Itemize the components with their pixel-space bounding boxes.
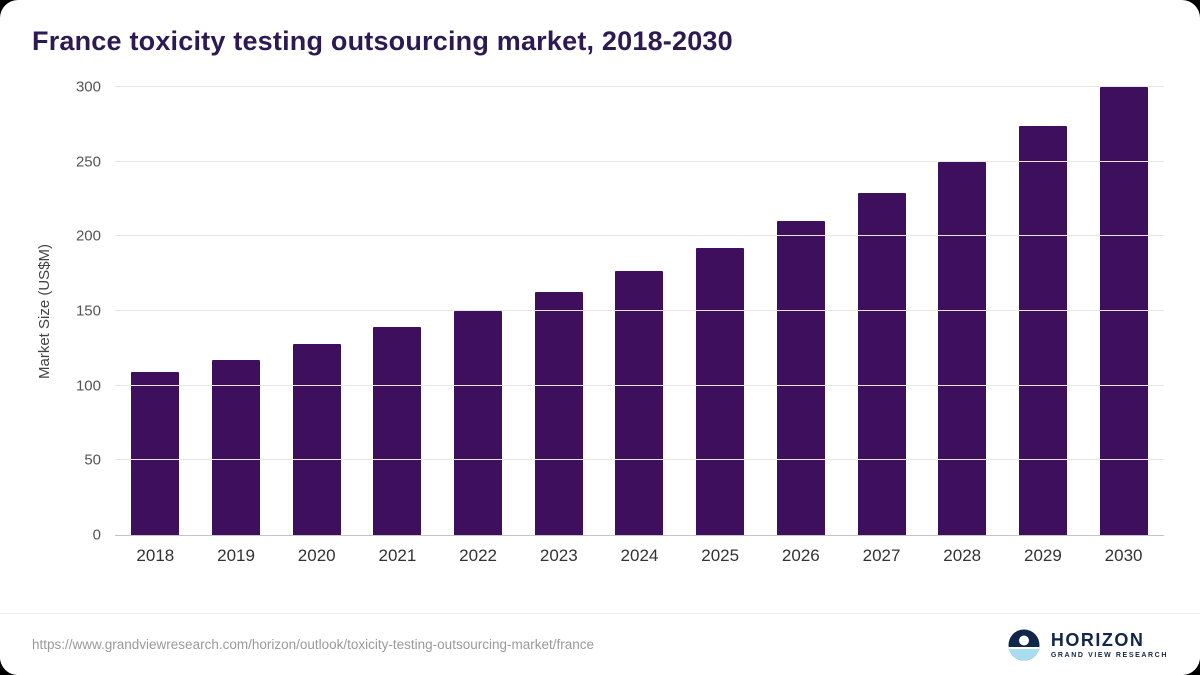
header: France toxicity testing outsourcing mark… [0, 0, 1200, 57]
gridline [115, 310, 1164, 311]
bar-column [1083, 87, 1164, 535]
gridline [115, 384, 1164, 386]
x-tick-label: 2030 [1104, 546, 1143, 565]
bar-2024 [615, 270, 664, 535]
x-labels: 2018 2019 2020 2021 2022 2023 2024 2025 2026 2027… [115, 546, 1164, 566]
bar-2018 [131, 372, 180, 535]
y-tick-label: 0 [92, 526, 101, 544]
brand-name: HORIZON [1050, 629, 1145, 650]
y-tick-label: 200 [75, 227, 101, 245]
y-axis-label: Market Size (US$M) [36, 243, 53, 379]
bar-column [276, 87, 357, 535]
bar-2029 [1018, 125, 1067, 535]
bar-column [438, 87, 519, 535]
brand-tagline: GRAND VIEW RESEARCH [1050, 651, 1168, 659]
logo-text: HORIZON GRAND VIEW RESEARCH [1051, 631, 1168, 659]
x-tick-label: 2028 [943, 546, 982, 565]
footer: https://www.grandviewresearch.com/horizo… [0, 613, 1200, 675]
x-tick-label: 2026 [781, 546, 820, 565]
gridline [115, 235, 1164, 237]
plot-wrap: 0 50 100 150 200 250 300 2018 2019 2020 2021 2022 2… [57, 79, 1164, 566]
bar-column [196, 87, 277, 535]
x-tick-label: 2020 [297, 546, 336, 565]
horizon-logo-icon [1008, 629, 1040, 660]
horizon-logo: HORIZON GRAND VIEW RESEARCH [1006, 627, 1168, 663]
bar-column [599, 87, 680, 535]
bar-column [115, 87, 196, 535]
x-tick-label: 2023 [539, 546, 578, 565]
bar-2020 [292, 343, 341, 535]
bar-column [518, 87, 599, 535]
bar-column [761, 87, 842, 535]
plot-area: 0 50 100 150 200 250 300 [76, 79, 1164, 544]
bar-2028 [938, 161, 987, 535]
bar-2021 [373, 327, 422, 535]
bar-2027 [857, 193, 906, 535]
x-tick-label: 2024 [620, 546, 659, 565]
bar-2030 [1099, 87, 1148, 535]
bar-column [841, 87, 922, 535]
bar-2022 [454, 311, 503, 535]
page-title: France toxicity testing outsourcing mark… [32, 26, 733, 56]
bar-column [922, 87, 1003, 535]
x-tick-label: 2029 [1023, 546, 1062, 565]
bar-column [680, 87, 761, 535]
bar-2025 [696, 248, 745, 535]
x-tick-label: 2018 [136, 546, 175, 565]
x-tick-label: 2027 [862, 546, 901, 565]
y-tick-label: 250 [75, 153, 101, 171]
y-tick-label: 300 [75, 78, 101, 96]
y-tick-label: 50 [84, 451, 101, 469]
bar-2026 [776, 221, 825, 535]
x-tick-label: 2022 [459, 546, 497, 565]
gridline [115, 160, 1164, 162]
bar-chart: Market Size (US$M) 0 50 100 150 200 250 300 20… [36, 79, 1164, 566]
bar-2019 [212, 360, 261, 535]
x-tick-label: 2021 [378, 546, 417, 565]
gridline [115, 459, 1164, 461]
y-tick-label: 100 [75, 377, 101, 395]
bar-column [1003, 87, 1084, 535]
gridline [115, 86, 1164, 87]
y-tick-label: 150 [75, 302, 101, 320]
source-url: https://www.grandviewresearch.com/horizo… [32, 637, 594, 652]
x-tick-label: 2025 [701, 546, 740, 565]
bar-column [357, 87, 438, 535]
bars [115, 87, 1164, 535]
bar-2023 [534, 291, 583, 535]
x-tick-label: 2019 [217, 546, 255, 565]
